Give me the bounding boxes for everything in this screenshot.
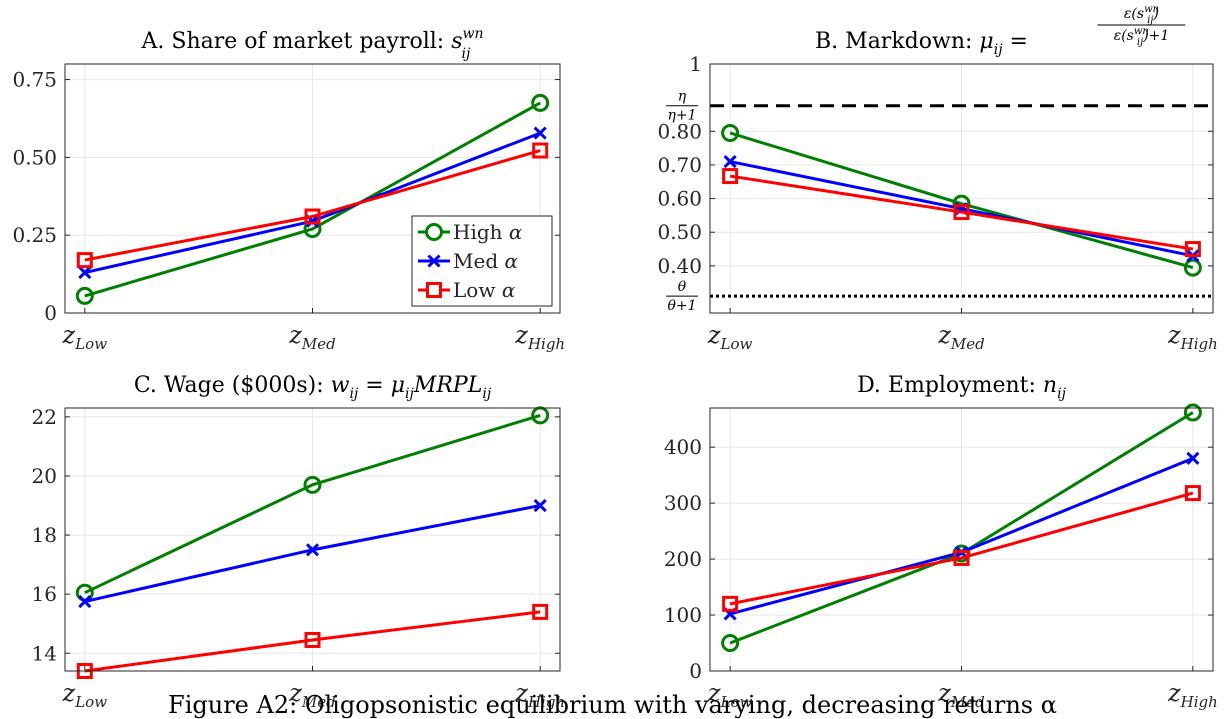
y-tick-label: 0 <box>689 659 702 683</box>
chart-panel-d: 0 100 200 300 400 zLow zMed zHigh D. Employment:… <box>664 373 1218 711</box>
legend-marker-square <box>426 282 442 298</box>
x-tick-label: zMed <box>288 321 336 353</box>
data-point-x <box>723 155 737 169</box>
y-tick-label: 18 <box>32 523 57 547</box>
reference-label-numerator: θ <box>678 279 687 295</box>
data-point-square <box>532 603 549 620</box>
y-tick-label: 0.25 <box>12 223 57 247</box>
data-point-square <box>76 252 93 269</box>
data-point-circle <box>721 123 740 142</box>
x-tick-label: zMed <box>937 321 985 353</box>
chart-title: C. Wage ($000s): wij = μijMRPLij <box>134 373 492 402</box>
x-tick-label: zHigh <box>1167 679 1218 711</box>
y-tick-label: 14 <box>32 641 57 665</box>
data-point-circle <box>75 286 94 305</box>
y-tick-label: 0.70 <box>657 153 702 177</box>
data-point-square <box>532 142 549 159</box>
y-tick-label: 22 <box>32 405 57 429</box>
y-tick-label: 1 <box>689 52 702 76</box>
legend: High α Med α Low α <box>411 215 553 307</box>
series-square <box>722 485 1201 612</box>
reference-label-denominator: η+1 <box>667 108 696 124</box>
series-circle <box>75 406 550 602</box>
x-tick-label: zHigh <box>514 321 565 353</box>
y-tick-label: 0.50 <box>12 145 57 169</box>
y-tick-label: 0.60 <box>657 187 702 211</box>
data-point-square <box>304 208 321 225</box>
x-tick-label: zLow <box>707 679 753 711</box>
y-tick-label: 0.40 <box>657 254 702 278</box>
figure-caption: Figure A2: Oligopsonistic equilibrium wi… <box>168 691 1057 719</box>
chart-title: B. Markdown: μij = <box>815 29 1028 58</box>
data-point-x <box>78 594 92 609</box>
series-line <box>84 149 541 262</box>
series-x <box>78 126 547 280</box>
axes-box <box>64 407 561 672</box>
chart-title: D. Employment: nij <box>857 373 1067 402</box>
series-x <box>723 155 1200 263</box>
y-tick-label: 0.80 <box>657 119 702 143</box>
data-point-square <box>1184 485 1201 502</box>
x-tick-label: zMed <box>288 679 336 711</box>
legend-marker-circle <box>425 223 443 241</box>
legend-label: High α <box>453 220 523 244</box>
series-line <box>84 610 541 673</box>
x-tick-label: zHigh <box>514 679 565 711</box>
chart-panel-b: η η+1 θ θ+1 0.40 0.50 0.60 0.70 0.80 1 zLow zMed zHi… <box>657 4 1217 353</box>
data-point-circle <box>531 93 550 112</box>
chart-title: A. Share of market payroll: swn ij <box>141 26 484 62</box>
series-square <box>76 142 549 269</box>
reference-label-denominator: θ+1 <box>667 298 696 314</box>
y-tick-label: 0 <box>44 301 57 325</box>
x-tick-label: zMed <box>937 679 985 711</box>
data-point-square <box>722 168 739 185</box>
chart-panel-c: 14 16 18 20 22 zLow zMed zHigh C. Wage ($000s): … <box>32 373 566 711</box>
series-line <box>84 101 541 298</box>
data-point-x <box>533 498 547 513</box>
x-tick-label: zLow <box>62 321 108 353</box>
data-point-x <box>78 265 92 280</box>
data-point-square <box>953 204 970 221</box>
chart-title-fraction-numerator: ε(swn ij) <box>1124 4 1159 26</box>
legend-label: Low α <box>453 278 516 302</box>
series-line <box>84 413 541 595</box>
y-tick-label: 0.50 <box>657 220 702 244</box>
data-point-square <box>722 595 739 612</box>
y-tick-label: 0.75 <box>12 68 57 92</box>
legend-marker-x <box>427 254 441 268</box>
data-point-circle <box>1183 403 1202 422</box>
x-tick-label: zHigh <box>1167 321 1218 353</box>
data-point-x <box>1186 451 1200 465</box>
axes-box <box>64 63 561 314</box>
y-tick-label: 300 <box>664 491 702 515</box>
y-tick-label: 16 <box>32 582 57 606</box>
series-line <box>729 491 1194 606</box>
data-point-x <box>305 543 320 557</box>
data-point-circle <box>721 634 740 653</box>
y-tick-label: 400 <box>664 435 702 459</box>
series-x <box>78 498 547 609</box>
chart-title-fraction-denominator: ε(swn ij)+1 <box>1114 26 1170 48</box>
reference-label-numerator: η <box>678 89 687 105</box>
data-point-square <box>304 631 321 648</box>
data-point-circle <box>1183 258 1202 277</box>
series-line <box>729 131 1194 270</box>
y-tick-label: 100 <box>664 603 702 627</box>
data-point-square <box>953 549 970 566</box>
data-point-square <box>1184 241 1201 258</box>
x-tick-label: zLow <box>62 679 108 711</box>
y-tick-label: 20 <box>32 464 57 488</box>
legend-label: Med α <box>453 249 518 273</box>
data-point-x <box>533 126 547 140</box>
series-circle <box>721 123 1202 277</box>
axes-box <box>709 407 1214 672</box>
series-square <box>722 168 1201 258</box>
series-line <box>729 174 1194 251</box>
data-point-circle <box>303 475 322 494</box>
y-tick-label: 200 <box>664 547 702 571</box>
axes-box <box>709 63 1214 314</box>
x-tick-label: zLow <box>707 321 753 353</box>
chart-panel-a: 0 0.25 0.50 0.75 zLow zMed zHigh High α Med α Low… <box>12 26 565 353</box>
